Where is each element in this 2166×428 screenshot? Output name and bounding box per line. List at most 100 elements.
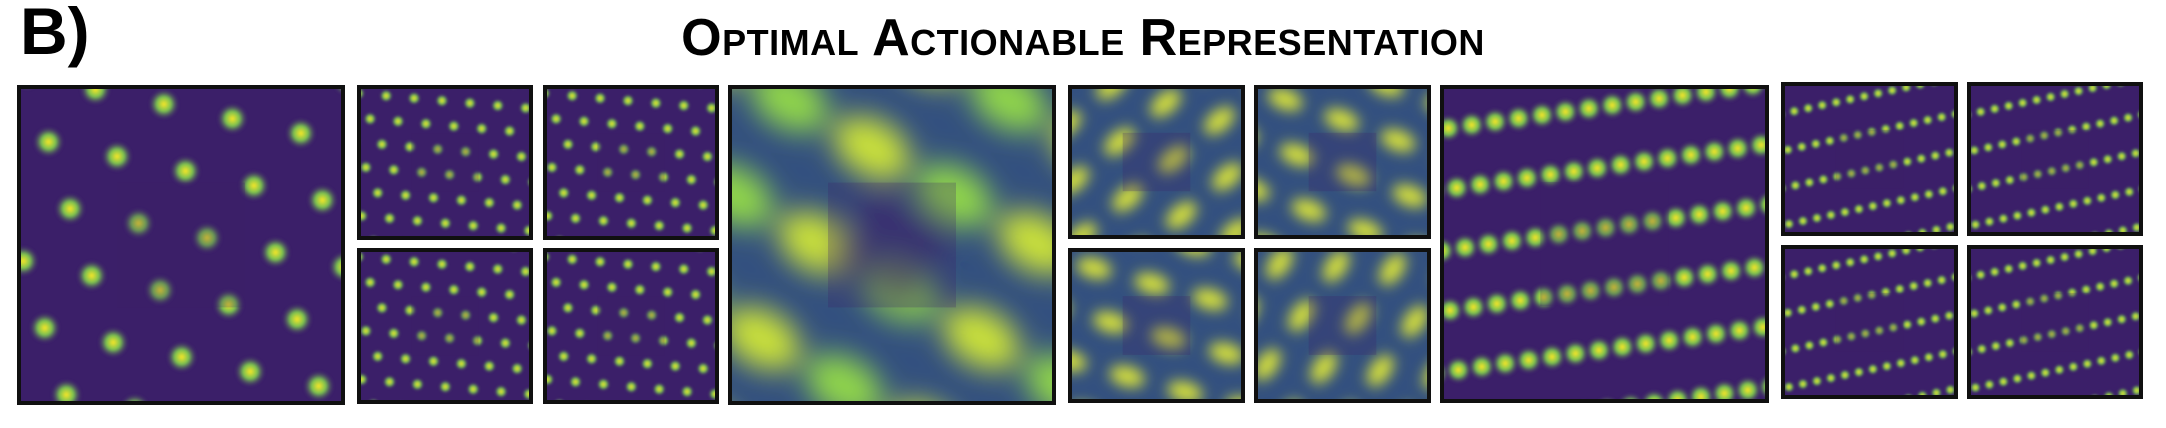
lattice-spot — [1746, 130, 1765, 160]
lattice-spot — [1859, 164, 1872, 177]
lattice-spot — [418, 116, 434, 131]
lattice-spot — [695, 197, 711, 213]
lattice-spot — [486, 146, 501, 162]
lattice-spot — [390, 114, 406, 129]
intensity-blob — [1134, 272, 1170, 295]
lattice-spot — [700, 149, 715, 164]
lattice-spot — [454, 192, 469, 208]
center-shading — [411, 296, 479, 356]
lattice-spot — [418, 280, 434, 295]
lattice-spot — [2058, 87, 2071, 101]
microscopy-image — [1444, 89, 1765, 399]
lattice-spot — [466, 381, 481, 397]
lattice-spot — [1823, 297, 1837, 311]
lattice-spot — [1894, 193, 1908, 207]
lattice-spot — [1785, 306, 1795, 320]
lattice-spot — [1942, 309, 1954, 322]
lattice-spot — [1785, 380, 1796, 394]
lattice-spot — [676, 261, 691, 277]
lattice-spot — [707, 386, 715, 400]
lattice-spot — [1971, 144, 1981, 157]
lattice-spot — [426, 354, 441, 369]
lattice-spot — [1852, 365, 1866, 379]
microscopy-image — [732, 89, 1052, 401]
lattice-spot — [518, 100, 529, 116]
intensity-band — [750, 89, 829, 133]
lattice-spot — [596, 377, 611, 392]
lattice-spot — [361, 372, 369, 387]
lattice-spot — [1731, 193, 1761, 223]
lattice-spot — [53, 192, 87, 225]
lattice-spot — [2073, 158, 2087, 172]
lattice-spot — [1936, 347, 1950, 361]
lattice-spot — [2073, 321, 2087, 335]
lattice-spot — [493, 384, 509, 399]
lattice-spot — [1621, 89, 1651, 117]
lattice-spot — [1708, 196, 1738, 226]
lattice-spot — [1444, 113, 1463, 143]
lattice-spot — [1908, 190, 1922, 204]
lattice-spot — [576, 277, 592, 292]
microscopy-image — [1785, 86, 1954, 232]
lattice-spot — [1922, 350, 1936, 364]
lattice-spot — [2053, 363, 2066, 377]
lattice-spot — [1886, 158, 1900, 171]
intensity-blob — [1267, 89, 1303, 111]
lattice-spot — [1465, 170, 1495, 199]
lattice-spot — [1668, 89, 1697, 110]
lattice-spot — [1809, 137, 1823, 151]
lattice-spot — [1829, 95, 1843, 109]
lattice-spot — [1859, 327, 1872, 340]
lattice-spot — [482, 358, 497, 374]
lattice-spot — [490, 261, 505, 277]
lattice-spot — [2087, 318, 2101, 332]
lattice-spot — [2130, 221, 2139, 232]
lattice-spot — [1796, 214, 1810, 228]
intensity-blob — [1266, 252, 1293, 280]
intensity-blob — [1212, 162, 1241, 191]
lattice-spot — [672, 310, 687, 325]
lattice-spot — [331, 89, 341, 98]
lattice-spot — [2065, 286, 2079, 299]
lattice-spot — [2093, 280, 2107, 293]
lattice-spot — [1995, 138, 2009, 151]
microscopy-image — [547, 89, 715, 236]
microscopy-image-tile — [1967, 245, 2143, 399]
lattice-spot — [2135, 271, 2139, 285]
lattice-spot — [406, 254, 422, 269]
lattice-spot — [2009, 135, 2023, 148]
lattice-spot — [1459, 292, 1488, 322]
lattice-spot — [498, 335, 513, 351]
lattice-spot — [518, 264, 529, 279]
lattice-spot — [1544, 219, 1574, 249]
intensity-blob — [1379, 253, 1406, 286]
lattice-spot — [2065, 123, 2079, 136]
lattice-spot — [362, 111, 378, 127]
lattice-spot — [442, 331, 457, 346]
lattice-spot — [521, 386, 529, 400]
lattice-spot — [1837, 294, 1851, 308]
lattice-spot — [2031, 330, 2045, 344]
lattice-spot — [462, 259, 478, 274]
lattice-spot — [1801, 264, 1815, 278]
lattice-spot — [1684, 200, 1714, 229]
lattice-spot — [1879, 285, 1893, 299]
microscopy-image — [1785, 249, 1954, 395]
intensity-blob — [1104, 127, 1135, 156]
lattice-spot — [1748, 312, 1765, 342]
lattice-spot — [1899, 86, 1913, 94]
center-shading — [1308, 296, 1377, 355]
lattice-spot — [572, 162, 587, 178]
lattice-spot — [1691, 89, 1721, 107]
lattice-spot — [2044, 253, 2057, 267]
lattice-spot — [398, 351, 413, 367]
lattice-spot — [1944, 220, 1954, 232]
lattice-spot — [556, 185, 571, 201]
lattice-spot — [556, 349, 571, 364]
lattice-spot — [1639, 388, 1669, 399]
lattice-spot — [656, 169, 671, 185]
lattice-spot — [2030, 93, 2043, 107]
lattice-spot — [1997, 212, 2010, 225]
lattice-spot — [1914, 315, 1928, 328]
microscopy-image-tile — [357, 248, 533, 404]
